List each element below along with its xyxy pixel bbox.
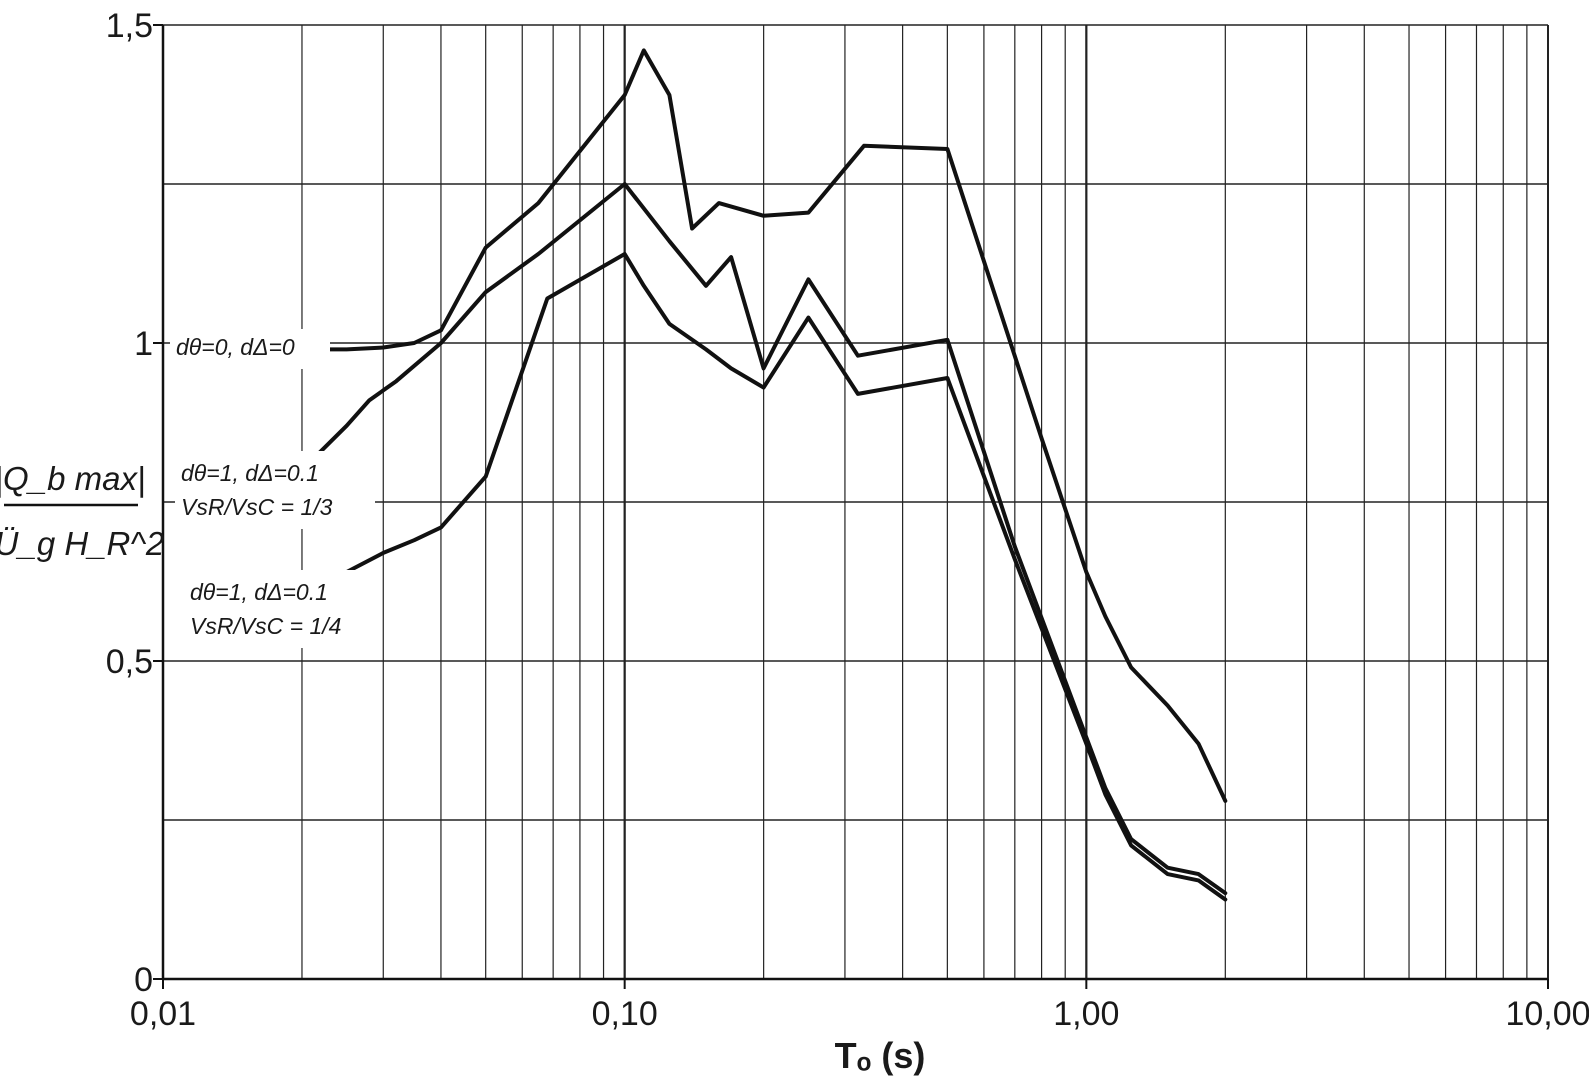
tick-labels: 0 0,5 1 1,5 0,01 0,10 1,00 10,00	[106, 7, 1589, 1033]
axes	[153, 24, 1549, 989]
y-axis-label-numerator: |Q_b max|	[0, 460, 146, 497]
series-line-2	[300, 182, 1228, 896]
x-tick-label: 0,10	[592, 995, 658, 1033]
series-label-1-line-1: dθ=0, dΔ=0	[176, 334, 295, 360]
series-labels: dθ=0, dΔ=0 dθ=1, dΔ=0.1 VsR/VsC = 1/3 dθ=1,…	[170, 329, 379, 648]
y-axis-label: |Q_b max| ρÜ_g H_R^2	[0, 460, 164, 562]
series-label-background	[170, 329, 330, 369]
y-tick-label: 0	[134, 961, 153, 999]
x-tick-label: 0,01	[130, 995, 196, 1033]
series-label-2-line-2: VsR/VsC = 1/3	[181, 494, 333, 520]
y-tick-label: 0,5	[106, 643, 153, 681]
series-label-background	[175, 451, 375, 529]
x-tick-label: 1,00	[1053, 995, 1119, 1033]
series-line-3	[300, 252, 1228, 902]
y-axis-label-denominator: ρÜ_g H_R^2	[0, 525, 164, 562]
x-axis-label: Tₒ (s)	[835, 1035, 926, 1076]
series-layer	[300, 48, 1228, 902]
y-tick-label: 1,5	[106, 7, 153, 45]
x-tick-label: 10,00	[1505, 995, 1589, 1033]
y-tick-label: 1	[134, 325, 153, 363]
series-label-3-line-1: dθ=1, dΔ=0.1	[190, 579, 328, 605]
series-label-background	[184, 570, 379, 648]
series-label-3-line-2: VsR/VsC = 1/4	[190, 613, 341, 639]
series-label-2-line-1: dθ=1, dΔ=0.1	[181, 460, 319, 486]
series-line-1	[300, 48, 1228, 803]
